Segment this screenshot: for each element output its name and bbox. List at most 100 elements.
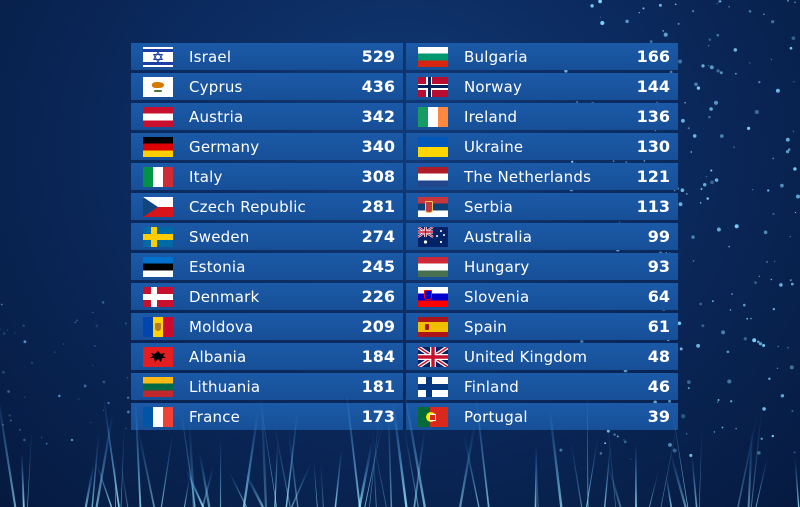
scoreboard-row: Slovenia 64 [406, 283, 678, 310]
country-name: Israel [189, 47, 232, 66]
country-points: 99 [647, 227, 670, 246]
country-name: Ukraine [464, 137, 524, 156]
country-name: Estonia [189, 257, 246, 276]
country-points: 226 [361, 287, 395, 306]
country-points: 61 [647, 317, 670, 336]
sweden-flag-icon [143, 226, 173, 247]
austria-flag-icon [143, 106, 173, 127]
country-name: Serbia [464, 197, 513, 216]
scoreboard-row: Norway 144 [406, 73, 678, 100]
country-name: Denmark [189, 287, 260, 306]
country-name: Italy [189, 167, 223, 186]
country-name: The Netherlands [464, 167, 592, 186]
scoreboard-row: Ireland 136 [406, 103, 678, 130]
country-name: Hungary [464, 257, 530, 276]
country-name: Germany [189, 137, 260, 156]
country-points: 342 [361, 107, 395, 126]
country-name: Austria [189, 107, 244, 126]
cyprus-flag-icon [143, 76, 173, 97]
country-name: Norway [464, 77, 523, 96]
country-points: 48 [647, 347, 670, 366]
scoreboard-row: The Netherlands 121 [406, 163, 678, 190]
denmark-flag-icon [143, 286, 173, 307]
scoreboard-row: Austria 342 [131, 103, 403, 130]
country-points: 136 [636, 107, 670, 126]
scoreboard-row: Australia 99 [406, 223, 678, 250]
country-name: Bulgaria [464, 47, 528, 66]
scoreboard-row: Lithuania 181 [131, 373, 403, 400]
country-name: Sweden [189, 227, 250, 246]
slovenia-flag-icon [418, 286, 448, 307]
ukraine-flag-icon [418, 136, 448, 157]
hungary-flag-icon [418, 256, 448, 277]
country-points: 46 [647, 377, 670, 396]
estonia-flag-icon [143, 256, 173, 277]
netherlands-flag-icon [418, 166, 448, 187]
australia-flag-icon [418, 226, 448, 247]
country-points: 166 [636, 47, 670, 66]
scoreboard-row: Germany 340 [131, 133, 403, 160]
scoreboard-row: Albania 184 [131, 343, 403, 370]
country-points: 113 [636, 197, 670, 216]
country-points: 64 [647, 287, 670, 306]
country-name: Finland [464, 377, 519, 396]
united-kingdom-flag-icon [418, 346, 448, 367]
country-points: 173 [361, 407, 395, 426]
portugal-flag-icon [418, 406, 448, 427]
spain-flag-icon [418, 316, 448, 337]
scoreboard-row: Moldova 209 [131, 313, 403, 340]
scoreboard-row: Sweden 274 [131, 223, 403, 250]
country-points: 121 [636, 167, 670, 186]
country-name: Czech Republic [189, 197, 307, 216]
finland-flag-icon [418, 376, 448, 397]
scoreboard-row: United Kingdom 48 [406, 343, 678, 370]
scoreboard-row: France 173 [131, 403, 403, 430]
israel-flag-icon [143, 46, 173, 67]
scoreboard-row: Israel 529 [131, 43, 403, 70]
scoreboard-row: Spain 61 [406, 313, 678, 340]
country-points: 529 [361, 47, 395, 66]
country-points: 340 [361, 137, 395, 156]
bulgaria-flag-icon [418, 46, 448, 67]
country-points: 274 [361, 227, 395, 246]
country-name: Slovenia [464, 287, 530, 306]
country-name: United Kingdom [464, 347, 588, 366]
country-points: 308 [361, 167, 395, 186]
scoreboard-row: Estonia 245 [131, 253, 403, 280]
serbia-flag-icon [418, 196, 448, 217]
country-points: 184 [361, 347, 395, 366]
scoreboard-row: Hungary 93 [406, 253, 678, 280]
country-name: Moldova [189, 317, 254, 336]
country-points: 245 [361, 257, 395, 276]
country-name: Cyprus [189, 77, 243, 96]
scoreboard-row: Ukraine 130 [406, 133, 678, 160]
france-flag-icon [143, 406, 173, 427]
czech-republic-flag-icon [143, 196, 173, 217]
country-points: 93 [647, 257, 670, 276]
scoreboard-row: Denmark 226 [131, 283, 403, 310]
country-name: Portugal [464, 407, 528, 426]
country-name: Spain [464, 317, 507, 336]
scoreboard-row: Czech Republic 281 [131, 193, 403, 220]
country-name: France [189, 407, 241, 426]
country-points: 130 [636, 137, 670, 156]
germany-flag-icon [143, 136, 173, 157]
scoreboard-row: Cyprus 436 [131, 73, 403, 100]
country-name: Lithuania [189, 377, 261, 396]
albania-flag-icon [143, 346, 173, 367]
italy-flag-icon [143, 166, 173, 187]
scoreboard-row: Finland 46 [406, 373, 678, 400]
country-points: 209 [361, 317, 395, 336]
country-name: Ireland [464, 107, 518, 126]
scoreboard-column-right: Bulgaria 166 Norway 144 Ireland 136 Ukraine 130… [406, 43, 678, 430]
country-name: Albania [189, 347, 247, 366]
country-points: 436 [361, 77, 395, 96]
country-name: Australia [464, 227, 533, 246]
scoreboard-row: Serbia 113 [406, 193, 678, 220]
lithuania-flag-icon [143, 376, 173, 397]
country-points: 281 [361, 197, 395, 216]
scoreboard-column-left: Israel 529 Cyprus 436 Austria 342 Germany 340 I… [131, 43, 403, 430]
moldova-flag-icon [143, 316, 173, 337]
scoreboard-row: Bulgaria 166 [406, 43, 678, 70]
scoreboard-row: Italy 308 [131, 163, 403, 190]
